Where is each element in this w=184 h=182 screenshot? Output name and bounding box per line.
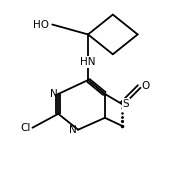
Text: Cl: Cl [20, 123, 31, 133]
Text: O: O [141, 81, 150, 91]
Text: HO: HO [33, 19, 49, 29]
Text: N: N [50, 89, 57, 99]
Text: HN: HN [80, 57, 96, 67]
Text: S: S [123, 99, 129, 109]
Text: N: N [68, 125, 76, 135]
